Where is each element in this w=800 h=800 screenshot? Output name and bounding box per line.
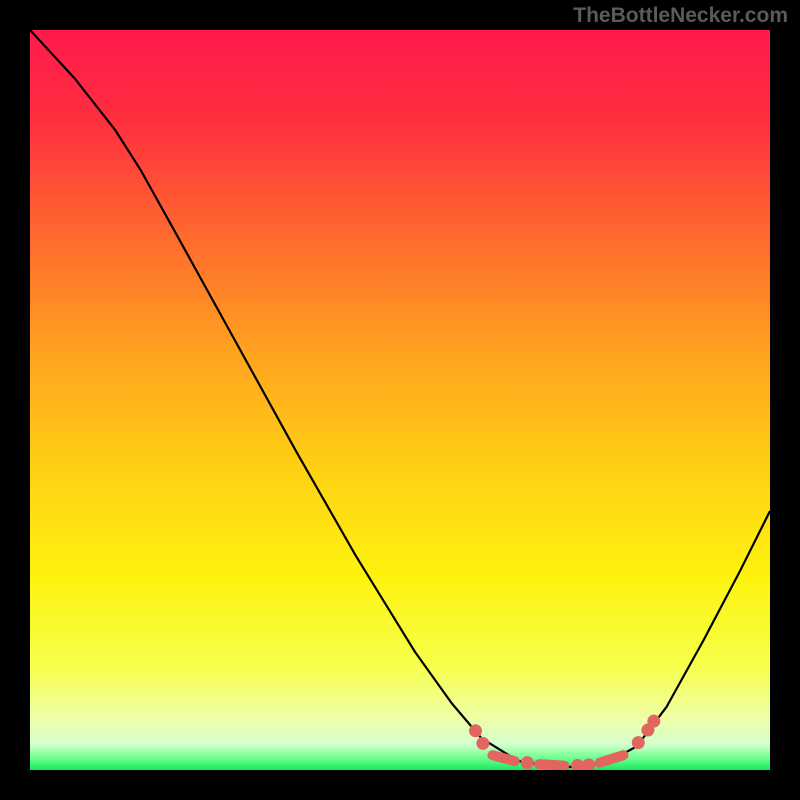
bottleneck-chart bbox=[0, 0, 800, 800]
valley-dot bbox=[521, 756, 534, 769]
valley-dot bbox=[469, 724, 482, 737]
watermark-text: TheBottleNecker.com bbox=[573, 4, 788, 28]
valley-dash bbox=[539, 764, 564, 765]
valley-dot bbox=[632, 736, 645, 749]
valley-dot bbox=[476, 737, 489, 750]
chart-container: { "meta": { "watermark_text": "TheBottle… bbox=[0, 0, 800, 800]
valley-dot bbox=[582, 758, 595, 771]
valley-dot bbox=[571, 759, 584, 772]
valley-dash bbox=[493, 755, 515, 761]
valley-dot bbox=[647, 715, 660, 728]
plot-background bbox=[30, 30, 770, 770]
valley-dash bbox=[600, 755, 624, 762]
